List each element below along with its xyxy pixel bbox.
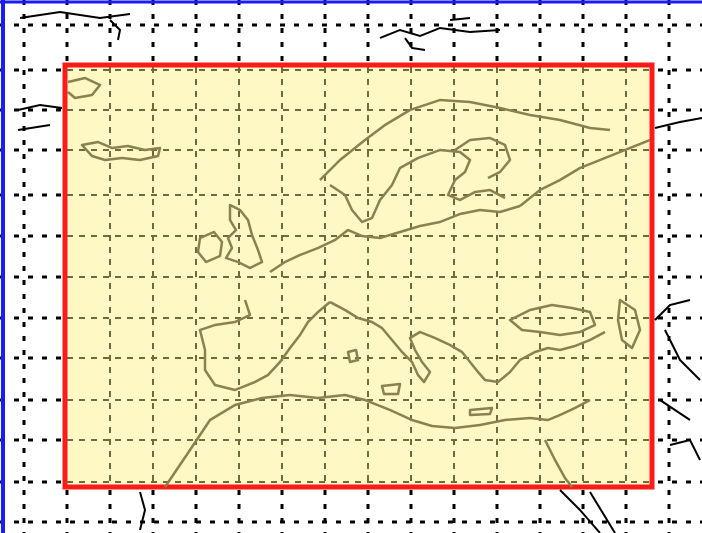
inner-graticule (67, 67, 650, 485)
coastline-red-sea (543, 439, 573, 488)
coastline-ireland (196, 230, 224, 264)
outer-coastlines (17, 10, 702, 533)
coastline-mainland-north (269, 204, 521, 274)
coastline-finland (454, 136, 512, 180)
coastline-mediterranean-north (329, 300, 606, 384)
coastline-greenland (67, 76, 102, 100)
coastline-outside-n (379, 17, 501, 51)
coastline-crete (468, 406, 494, 417)
coastline-sicily (380, 382, 402, 396)
coastline-iceland (80, 140, 162, 162)
coastline-iberia (198, 299, 331, 392)
coastline-corsica (346, 348, 360, 364)
coastline-great-britain (224, 203, 264, 270)
coastline-scandinavia (319, 98, 611, 224)
coastline-black-sea (508, 303, 597, 337)
coastline-outside-nw (17, 10, 131, 131)
coastline-russia (519, 138, 651, 207)
coastline-north-africa (163, 393, 591, 488)
coastline-caspian (616, 298, 642, 350)
coastline-outside-s (139, 489, 616, 533)
coastline-outside-e (654, 117, 702, 461)
selection-region[interactable] (62, 62, 655, 490)
europe-coastlines (67, 76, 651, 488)
